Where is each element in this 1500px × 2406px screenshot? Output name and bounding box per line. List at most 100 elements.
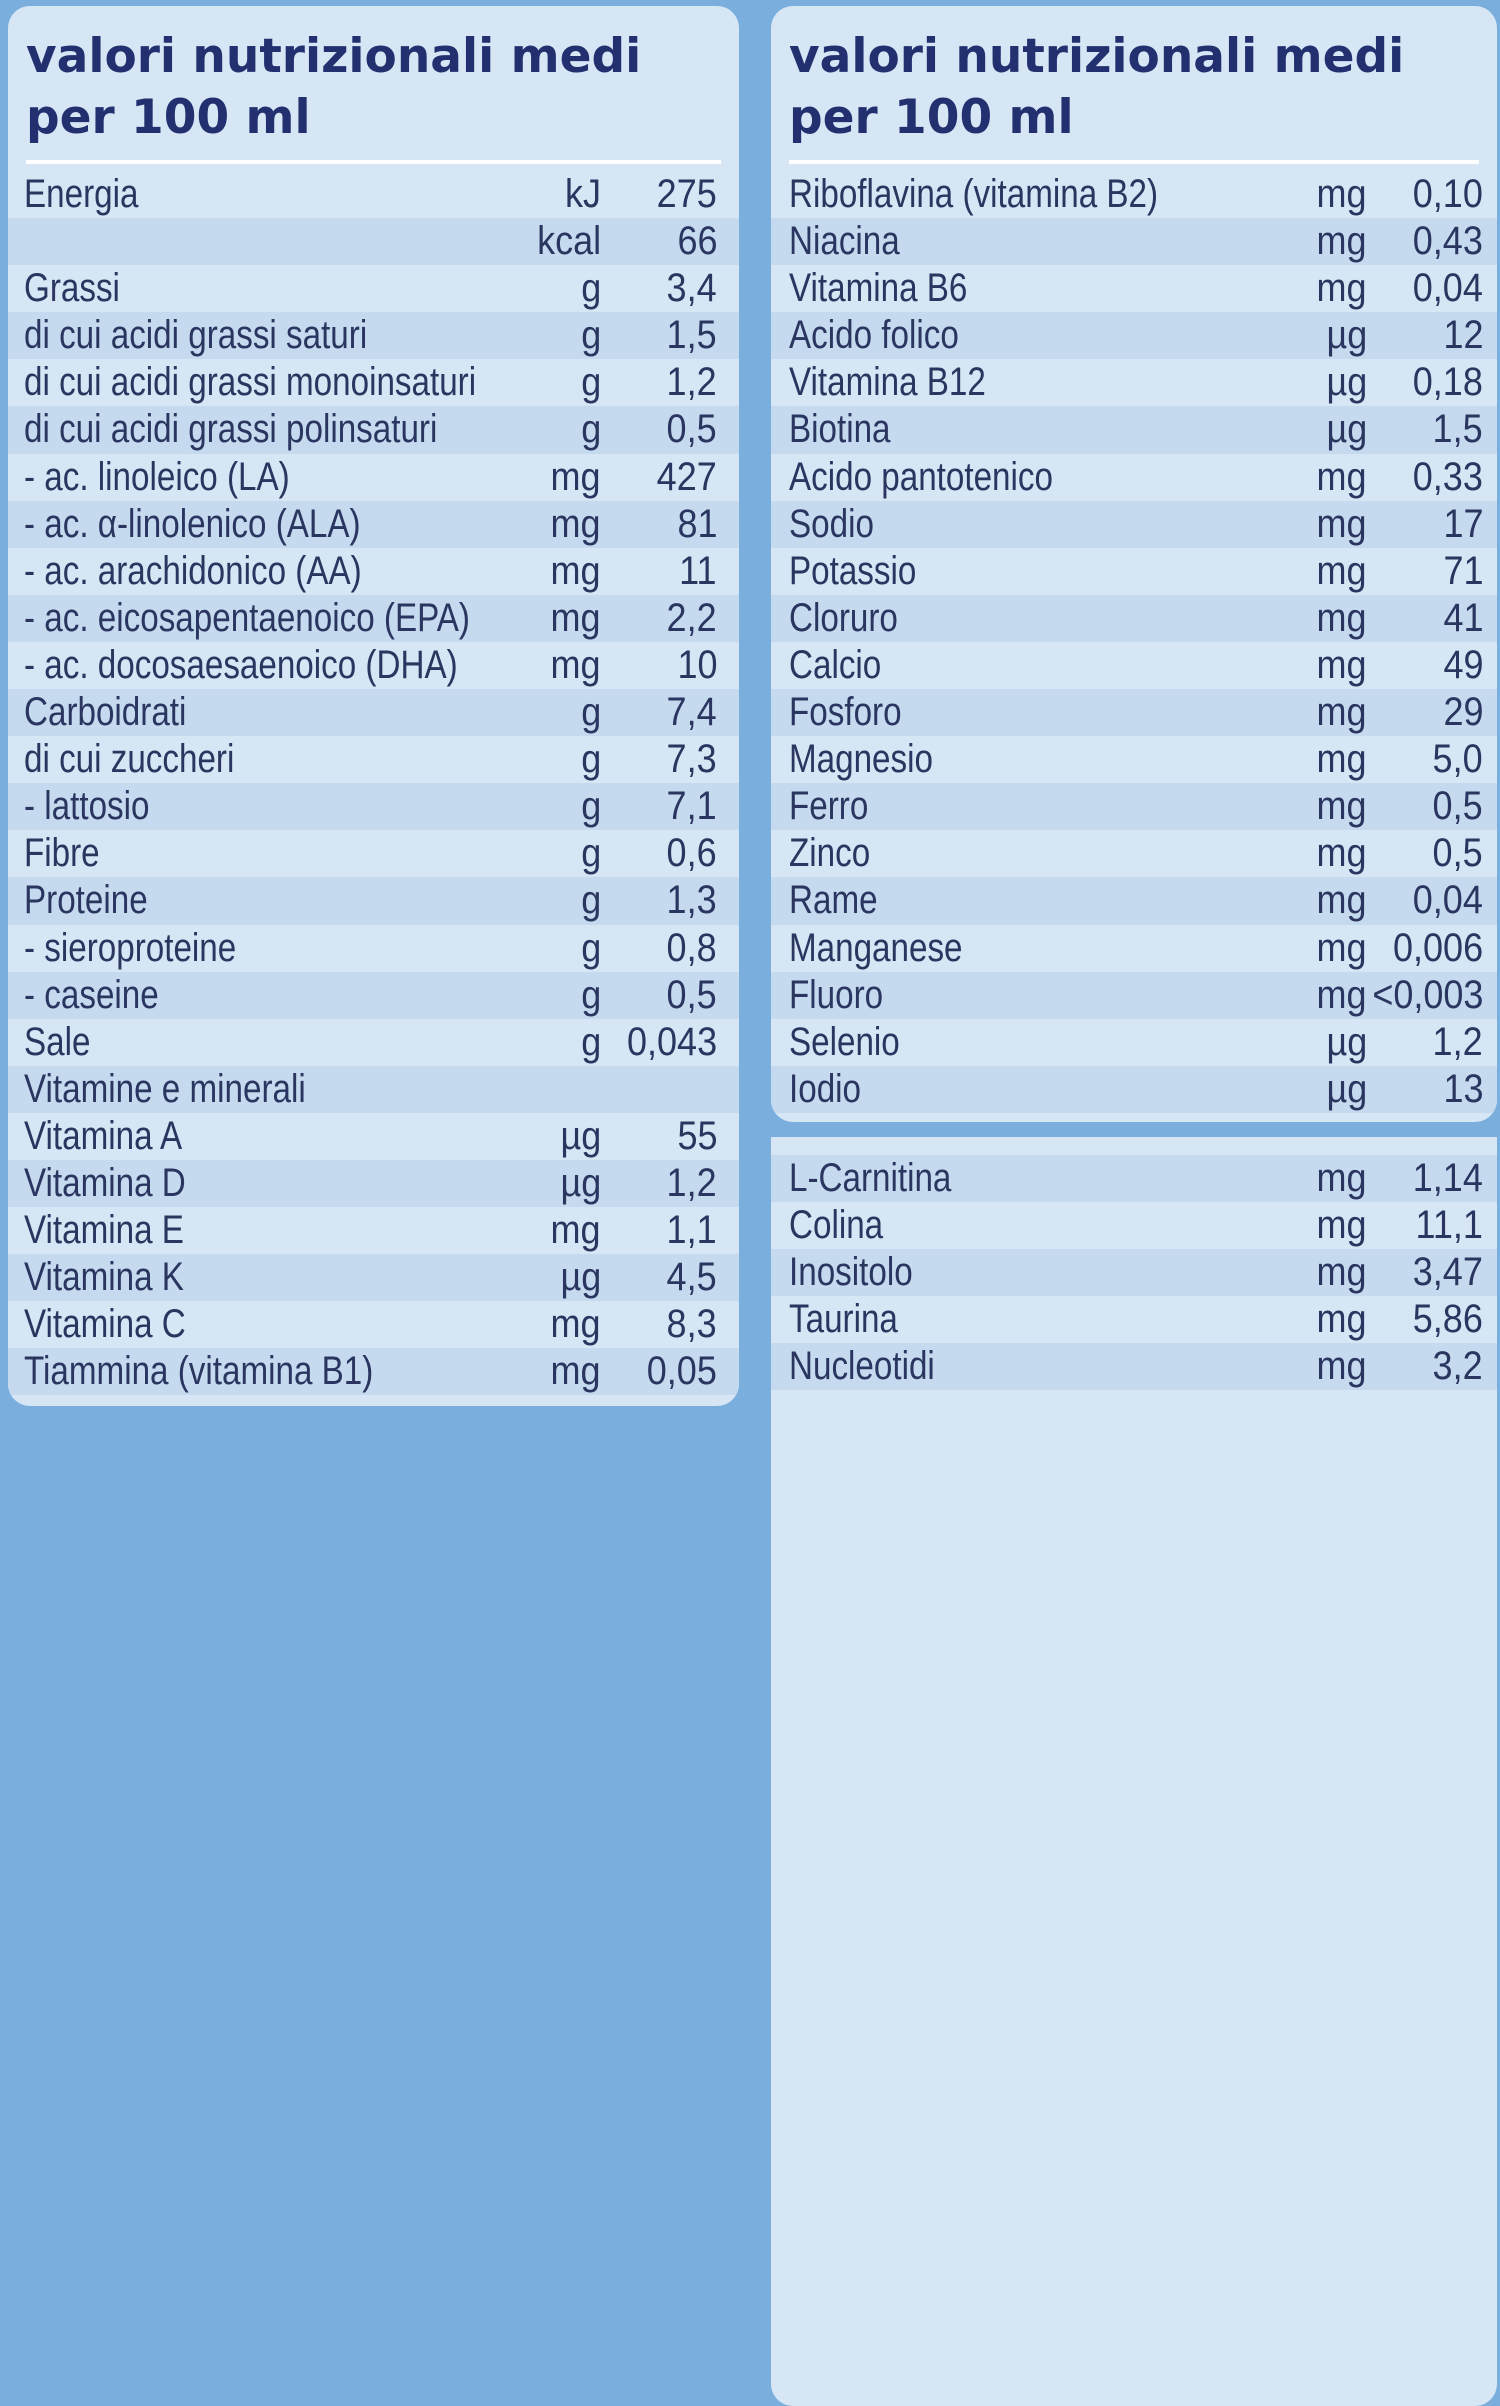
nutrient-value: 0,18 (1412, 360, 1483, 405)
nutrient-row: Rame mg 0,04 (771, 877, 1497, 925)
nutrient-value: 3,4 (666, 266, 717, 311)
nutrient-label: Niacina (789, 219, 900, 264)
nutrient-label: - ac. eicosapentaenoico (EPA) (24, 595, 470, 640)
nutrient-label: - ac. arachidonico (AA) (24, 548, 362, 593)
nutrient-label: Vitamina C (24, 1302, 186, 1347)
nutrient-row: - caseine g 0,5 (8, 971, 739, 1019)
nutrient-unit: mg (1316, 266, 1367, 311)
nutrient-unit: g (580, 784, 601, 829)
nutrient-unit: mg (1316, 737, 1367, 782)
nutrient-row: - sieroproteine g 0,8 (8, 925, 739, 972)
nutrient-value: 11 (679, 548, 717, 593)
nutrient-unit: g (580, 925, 601, 970)
nutrient-label: Carboidrati (24, 690, 187, 735)
nutrient-unit: mg (1316, 1203, 1367, 1248)
nutrient-unit: mg (1316, 878, 1367, 923)
nutrient-row: Vitamina B6 mg 0,04 (771, 265, 1497, 312)
nutrient-label: Vitamina D (24, 1160, 186, 1205)
nutrient-unit: mg (1316, 690, 1367, 735)
nutrient-unit: mg (1316, 1297, 1367, 1342)
nutrient-row: Proteine g 1,3 (8, 877, 739, 925)
nutrient-label: - ac. α-linolenico (ALA) (24, 501, 361, 546)
nutrient-row: kcal 66 (8, 218, 739, 266)
nutrient-unit: mg (1316, 925, 1367, 970)
nutrient-unit: g (580, 831, 601, 876)
nutrient-unit: kJ (565, 172, 601, 216)
nutrient-unit: µg (560, 1255, 601, 1300)
nutrition-panel-right-extra: L-Carnitina mg 1,14 Colina mg 11,1 Inositolo mg… (771, 1137, 1497, 2406)
nutrient-row: - ac. eicosapentaenoico (EPA) mg 2,2 (8, 594, 739, 642)
nutrient-row: Vitamina C mg 8,3 (8, 1301, 739, 1348)
nutrient-row: Fluoro mg <0,003 (771, 971, 1497, 1019)
nutrient-row: Vitamine e minerali (8, 1065, 739, 1113)
nutrient-row: Niacina mg 0,43 (771, 218, 1497, 266)
title-divider (26, 160, 721, 164)
nutrient-value: 71 (1442, 548, 1483, 593)
nutrient-value: 13 (1442, 1066, 1483, 1111)
nutrient-label: - ac. linoleico (LA) (24, 454, 290, 499)
nutrient-unit: kcal (536, 219, 601, 264)
nutrient-unit: mg (1316, 501, 1367, 546)
nutrient-unit: mg (1316, 972, 1367, 1017)
nutrient-unit: mg (1316, 784, 1367, 829)
nutrient-unit: mg (550, 501, 601, 546)
nutrient-row: Potassio mg 71 (771, 548, 1497, 595)
nutrient-row: Zinco mg 0,5 (771, 830, 1497, 877)
nutrient-value: 5,0 (1432, 737, 1483, 782)
nutrient-value: 1,2 (666, 1160, 717, 1205)
nutrient-row: Manganese mg 0,006 (771, 925, 1497, 972)
title-line-2: per 100 ml (789, 90, 1074, 145)
nutrient-label: Energia (24, 172, 139, 216)
nutrient-label: Magnesio (789, 737, 933, 782)
nutrient-row: di cui acidi grassi monoinsaturi g 1,2 (8, 359, 739, 406)
nutrient-row: Fibre g 0,6 (8, 830, 739, 877)
nutrient-value: 81 (676, 501, 717, 546)
nutrient-value: 0,5 (1432, 831, 1483, 876)
nutrient-value: 3,47 (1412, 1250, 1483, 1295)
nutrient-value: 0,5 (666, 407, 717, 452)
nutrient-value: 1,1 (666, 1208, 717, 1253)
nutrient-unit: mg (550, 1349, 601, 1394)
title-line-1: valori nutrizionali medi (26, 29, 642, 84)
nutrient-row: Carboidrati g 7,4 (8, 689, 739, 737)
nutrient-row: L-Carnitina mg 1,14 (771, 1155, 1497, 1203)
nutrient-value: 5,86 (1412, 1297, 1483, 1342)
nutrient-value: 12 (1442, 313, 1483, 358)
nutrient-row: Cloruro mg 41 (771, 594, 1497, 642)
nutrient-unit: µg (1326, 360, 1367, 405)
nutrient-unit: mg (1316, 595, 1367, 640)
nutrition-panel-right: valori nutrizionali medi per 100 ml Ribo… (771, 6, 1497, 1122)
nutrient-row: di cui zuccheri g 7,3 (8, 736, 739, 783)
nutrient-row: Vitamina D µg 1,2 (8, 1159, 739, 1208)
nutrient-label: di cui acidi grassi polinsaturi (24, 407, 438, 452)
nutrient-unit: mg (550, 548, 601, 593)
nutrient-unit: g (580, 360, 601, 405)
nutrient-value: 7,4 (666, 690, 717, 735)
nutrient-value: 0,5 (1432, 784, 1483, 829)
nutrient-label: di cui acidi grassi saturi (24, 313, 368, 358)
nutrient-row: di cui acidi grassi polinsaturi g 0,5 (8, 406, 739, 454)
nutrient-unit: g (580, 737, 601, 782)
nutrient-unit: mg (550, 454, 601, 499)
nutrient-unit: g (580, 972, 601, 1017)
nutrient-unit: mg (1316, 219, 1367, 264)
nutrient-label: Vitamina A (24, 1113, 183, 1158)
nutrient-row: Riboflavina (vitamina B2) mg 0,10 (771, 171, 1497, 218)
nutrient-unit: mg (550, 1302, 601, 1347)
nutrient-value: 1,14 (1412, 1156, 1483, 1200)
nutrient-row: Ferro mg 0,5 (771, 783, 1497, 831)
nutrient-unit: g (580, 313, 601, 358)
nutrient-unit: mg (1316, 454, 1367, 499)
nutrient-table: Riboflavina (vitamina B2) mg 0,10 Niacina mg… (771, 171, 1497, 1113)
nutrient-unit: mg (550, 595, 601, 640)
nutrient-label: di cui acidi grassi monoinsaturi (24, 360, 477, 405)
nutrient-label: Riboflavina (vitamina B2) (789, 172, 1159, 216)
nutrient-row: Tiammina (vitamina B1) mg 0,05 (8, 1348, 739, 1396)
nutrient-value: 0,006 (1392, 925, 1483, 970)
nutrient-label: - lattosio (24, 784, 150, 829)
nutrient-row: Nucleotidi mg 3,2 (771, 1343, 1497, 1391)
nutrient-value: 55 (676, 1113, 717, 1158)
nutrient-unit: mg (550, 642, 601, 687)
nutrient-unit: g (580, 266, 601, 311)
nutrient-unit: µg (1326, 407, 1367, 452)
